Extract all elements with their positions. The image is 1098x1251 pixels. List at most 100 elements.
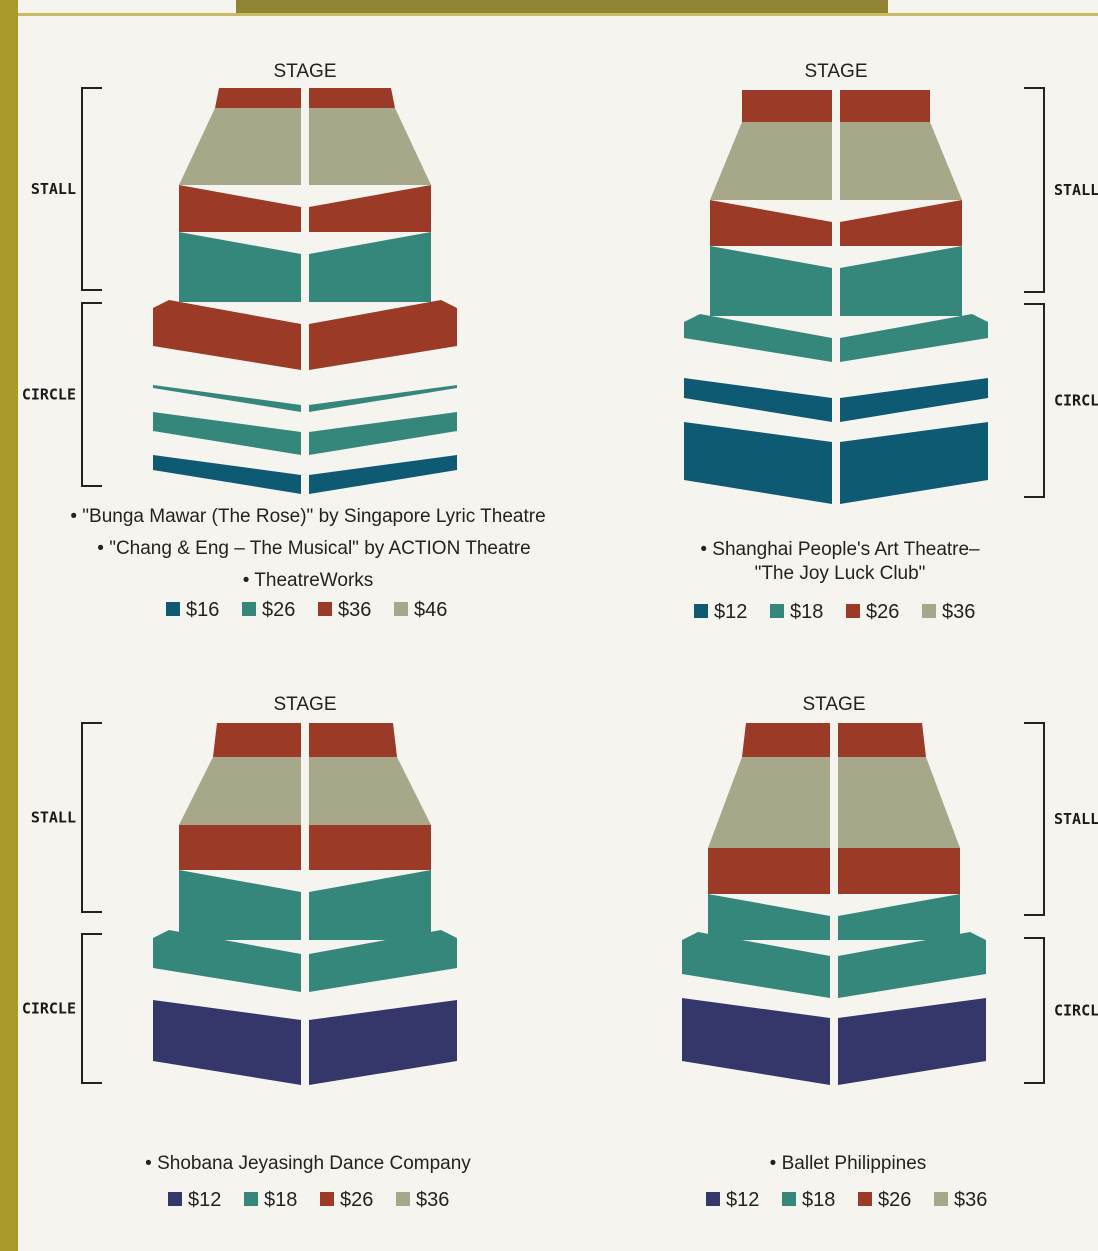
stall-label: STALL xyxy=(1054,181,1098,199)
circle-bracket xyxy=(81,302,102,487)
circle-row-1-right xyxy=(838,998,986,1085)
stage-label: STAGE xyxy=(805,61,868,82)
stall-row-0-left xyxy=(215,88,301,108)
stall-row-3-left xyxy=(179,232,301,302)
caption-line: • TheatreWorks xyxy=(243,570,374,591)
legend-swatch xyxy=(318,602,332,616)
legend-swatch xyxy=(244,1192,258,1206)
stall-row-1-left xyxy=(710,122,832,200)
circle-row-1-left xyxy=(682,998,830,1085)
stall-row-3-right xyxy=(840,246,962,316)
stage-label: STAGE xyxy=(274,61,337,82)
stall-row-0-left xyxy=(213,723,301,757)
map-top-left: STAGE STALL CIRCLE • "Bunga Mawar (The Rose… xyxy=(22,61,546,621)
circle-label: CIRCLE xyxy=(22,386,76,404)
caption-line: • Ballet Philippines xyxy=(770,1153,927,1174)
legend-label: $12 xyxy=(714,601,747,623)
circle-row-0-right xyxy=(840,314,988,362)
circle-row-2-left xyxy=(684,422,832,504)
stall-row-3-right xyxy=(838,894,960,940)
stall-bracket xyxy=(81,722,102,913)
stall-row-3-right xyxy=(309,870,431,940)
legend-swatch xyxy=(320,1192,334,1206)
legend-swatch xyxy=(168,1192,182,1206)
center-aisle xyxy=(301,721,309,1087)
stall-row-2-left xyxy=(708,848,830,894)
stall-label: STALL xyxy=(31,180,76,198)
circle-row-0-right xyxy=(309,930,457,992)
stall-row-0-left xyxy=(742,723,830,757)
circle-row-2-left xyxy=(153,412,301,455)
legend-label: $18 xyxy=(802,1189,835,1211)
stall-row-1-left xyxy=(708,757,830,848)
legend-label: $26 xyxy=(340,1189,373,1211)
stall-row-3-right xyxy=(309,232,431,302)
stall-row-2-left xyxy=(710,200,832,246)
circle-row-0-right xyxy=(309,300,457,370)
legend-label: $26 xyxy=(262,599,295,621)
legend-label: $26 xyxy=(878,1189,911,1211)
stall-row-0-right xyxy=(838,723,926,757)
stall-row-1-left xyxy=(179,757,301,825)
legend-label: $36 xyxy=(416,1189,449,1211)
stall-row-3-left xyxy=(710,246,832,316)
circle-row-0-left xyxy=(153,300,301,370)
stall-row-0-right xyxy=(309,723,397,757)
legend-swatch xyxy=(396,1192,410,1206)
legend-label: $36 xyxy=(942,601,975,623)
legend-label: $12 xyxy=(188,1189,221,1211)
stage-label: STAGE xyxy=(274,694,337,715)
legend-swatch xyxy=(858,1192,872,1206)
circle-bracket xyxy=(1024,303,1045,498)
legend-swatch xyxy=(394,602,408,616)
caption-line: • "Bunga Mawar (The Rose)" by Singapore … xyxy=(70,506,545,527)
legend-swatch xyxy=(694,604,708,618)
circle-row-1-right xyxy=(309,1000,457,1085)
legend-label: $18 xyxy=(790,601,823,623)
stall-bracket xyxy=(81,87,102,291)
circle-row-3-left xyxy=(153,455,301,494)
caption-line: "The Joy Luck Club" xyxy=(755,563,926,584)
stall-row-0-right xyxy=(840,90,930,122)
stall-row-3-left xyxy=(179,870,301,940)
stall-bracket xyxy=(1024,722,1045,916)
circle-label: CIRCLE xyxy=(1054,392,1098,410)
stall-row-2-left xyxy=(179,185,301,232)
legend-label: $46 xyxy=(414,599,447,621)
legend-swatch xyxy=(166,602,180,616)
caption-line: • Shanghai People's Art Theatre– xyxy=(700,539,980,560)
stall-row-1-right xyxy=(309,108,431,185)
legend-label: $12 xyxy=(726,1189,759,1211)
circle-row-1-left xyxy=(153,1000,301,1085)
map-bottom-right: STAGE STALL CIRCLE • Ballet Philippines $12 $… xyxy=(682,694,1098,1211)
circle-row-0-right xyxy=(838,932,986,998)
legend-label: $18 xyxy=(264,1189,297,1211)
map-bottom-left: STAGE STALL CIRCLE • Shobana Jeyasingh Danc… xyxy=(22,694,472,1211)
header-band xyxy=(236,0,888,13)
stage-label: STAGE xyxy=(803,694,866,715)
circle-bracket xyxy=(81,933,102,1084)
legend-swatch xyxy=(846,604,860,618)
legend-label: $36 xyxy=(954,1189,987,1211)
circle-label: CIRCLE xyxy=(1054,1002,1098,1020)
stall-label: STALL xyxy=(1054,810,1098,828)
map-top-right: STAGE STALL CIRCLE • Shanghai People's Art … xyxy=(684,61,1098,623)
stall-row-2-right xyxy=(840,200,962,246)
caption-line: • "Chang & Eng – The Musical" by ACTION … xyxy=(97,538,530,559)
center-aisle xyxy=(830,721,838,1087)
circle-row-0-left xyxy=(684,314,832,362)
stall-row-2-left xyxy=(179,825,301,870)
circle-bracket xyxy=(1024,937,1045,1084)
circle-label: CIRCLE xyxy=(22,1000,76,1018)
stall-row-1-right xyxy=(838,757,960,848)
stall-row-0-right xyxy=(309,88,395,108)
circle-row-1-left xyxy=(684,378,832,422)
stall-bracket xyxy=(1024,87,1045,293)
caption-line: • Shobana Jeyasingh Dance Company xyxy=(145,1153,471,1174)
circle-row-0-left xyxy=(153,930,301,992)
legend-swatch xyxy=(934,1192,948,1206)
legend-label: $36 xyxy=(338,599,371,621)
